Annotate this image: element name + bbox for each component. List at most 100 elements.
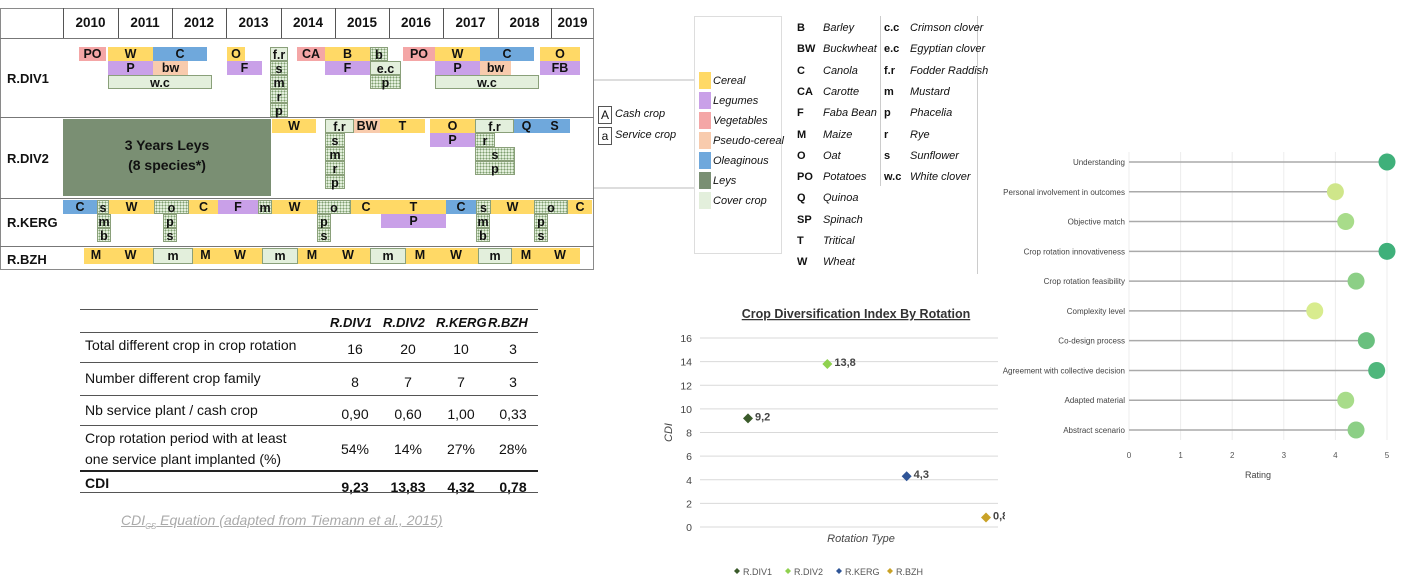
abbreviation-key: Q — [797, 192, 806, 205]
crop-cell: O — [540, 47, 580, 61]
crop-cell: PO — [79, 47, 106, 61]
crop-cell: F — [218, 200, 258, 214]
crop-cell: O — [430, 119, 475, 133]
abbreviation-key: O — [797, 149, 806, 162]
table-header: R.BZH — [488, 315, 528, 330]
rating-chart: 0 1 2 3 4 5 Rating Understanding Personal involv… — [1003, 152, 1396, 480]
crop-cell: M — [512, 248, 540, 264]
table-cell: 7 — [457, 374, 465, 390]
category-swatch — [699, 152, 711, 169]
grid-line — [0, 117, 594, 118]
abbreviation-name: Faba Bean — [823, 107, 877, 120]
crop-cell: s — [270, 61, 288, 76]
year-label: 2012 — [183, 15, 215, 30]
crop-cell: C — [480, 47, 534, 61]
table-cell: 20 — [400, 341, 416, 357]
crop-cell: W — [326, 248, 370, 264]
row-label: R.KERG — [7, 215, 58, 230]
crop-cell: Q — [514, 119, 539, 133]
year-divider — [443, 8, 444, 38]
x-tick-label: 2 — [1230, 451, 1235, 460]
category-swatch — [699, 112, 711, 129]
crop-cell: W — [108, 47, 153, 61]
abbreviation-key: B — [797, 22, 805, 34]
abbreviation-key: r — [884, 128, 889, 141]
abbreviation-name: Carotte — [823, 85, 860, 98]
table-rule — [80, 332, 538, 333]
abbreviation-name: Canola — [823, 64, 858, 77]
category-swatch — [699, 92, 711, 109]
year-divider — [335, 8, 336, 38]
abbreviation-key: W — [797, 256, 808, 269]
abbreviation-name: Oat — [823, 149, 841, 162]
crop-cell: S — [539, 119, 570, 133]
abbreviation-name: Maize — [823, 128, 853, 141]
table-caption: CDICS Equation (adapted from Tiemann et … — [121, 512, 443, 531]
year-divider — [498, 8, 499, 38]
abbreviation-name: Rye — [910, 128, 930, 141]
crop-cell: m — [476, 214, 490, 229]
abbreviation-name: Mustard — [910, 85, 950, 98]
abbreviation-name: Fodder Raddish — [910, 64, 989, 77]
legend-marker — [734, 568, 740, 574]
x-tick-label: 1 — [1178, 451, 1183, 460]
lollipop-dot — [1337, 391, 1355, 409]
table-row-label: Crop rotation period with at least — [85, 430, 287, 446]
cash-crop-symbol: A — [598, 106, 612, 124]
row-label: R.BZH — [7, 252, 47, 267]
crop-cell: P — [435, 61, 480, 75]
table-cell: 14% — [393, 441, 423, 457]
year-label: 2013 — [238, 15, 269, 30]
crop-cell: p — [317, 214, 331, 229]
x-axis-label: Rotation Type — [827, 533, 895, 545]
crop-cell: PO — [403, 47, 435, 61]
crop-cell: M — [406, 248, 434, 264]
table-row-label: one service plant implanted (%) — [85, 451, 282, 467]
category-label: Oleaginous — [713, 155, 769, 167]
legend-label: R.BZH — [896, 567, 923, 577]
crop-cell: s — [475, 147, 515, 162]
abbreviation-name: Quinoa — [823, 192, 859, 205]
crop-cell: r — [325, 161, 345, 176]
year-divider — [63, 8, 64, 38]
grid-line — [0, 246, 594, 247]
crop-cell: m — [478, 248, 512, 264]
year-label: 2010 — [75, 15, 106, 30]
y-tick-label: 2 — [686, 498, 692, 510]
crop-cell: C — [153, 47, 207, 61]
category-label: Agreement with collective decision — [1003, 366, 1125, 375]
year-divider — [118, 8, 119, 38]
chart-title: Crop Diversification Index By Rotation — [742, 307, 971, 321]
crop-cell: b — [97, 228, 111, 243]
crop-cell: CA — [297, 47, 325, 61]
year-divider — [172, 8, 173, 38]
category-label: Complexity level — [1067, 307, 1125, 316]
crop-cell: C — [446, 200, 476, 214]
crop-cell: m — [325, 147, 345, 162]
category-label: Understanding — [1073, 158, 1125, 167]
year-label: 2019 — [557, 15, 588, 30]
crop-cell: p — [163, 214, 177, 229]
lollipop-dot — [1357, 332, 1375, 350]
caption-main: CDI — [121, 512, 146, 528]
table-rule — [80, 309, 538, 310]
crop-cell: p — [534, 214, 548, 229]
table-cell: 0,78 — [499, 479, 527, 495]
lollipop-dot — [1378, 242, 1396, 260]
abbreviation-name: Crimson clover — [910, 22, 984, 34]
crop-cell: o — [534, 200, 568, 215]
abbreviation-legend — [787, 16, 978, 274]
category-label: Pseudo-cereal — [713, 135, 784, 147]
year-label: 2016 — [400, 15, 432, 30]
category-label: Cover crop — [713, 195, 767, 207]
y-tick-label: 4 — [686, 475, 692, 487]
table-cell: 9,23 — [341, 479, 369, 495]
data-point — [743, 413, 753, 424]
category-swatch — [699, 192, 711, 209]
x-tick-label: 0 — [1127, 451, 1132, 460]
legend-marker — [887, 568, 893, 574]
lollipop-dot — [1306, 302, 1324, 320]
crop-cell: b — [476, 228, 490, 243]
grid-line — [0, 198, 594, 199]
y-axis-label: CDI — [663, 423, 675, 442]
